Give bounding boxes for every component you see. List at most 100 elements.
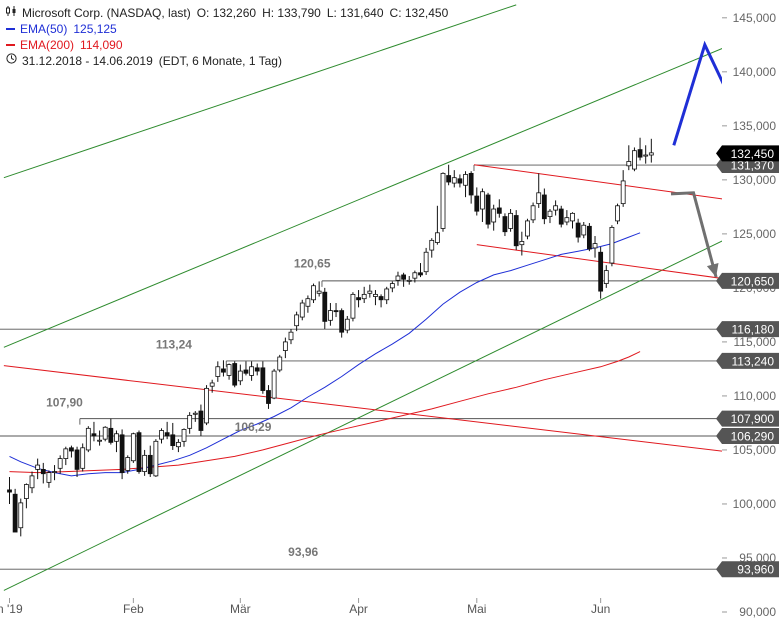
candle-body bbox=[271, 370, 277, 399]
candle-12 bbox=[74, 446, 80, 477]
candle-17 bbox=[102, 426, 108, 442]
candle-23 bbox=[136, 430, 142, 474]
candle-30 bbox=[175, 439, 181, 453]
candle-71 bbox=[406, 276, 412, 285]
ema200-value: 114,090 bbox=[80, 38, 123, 52]
candle-body bbox=[615, 205, 620, 222]
candle-body bbox=[69, 447, 74, 452]
last-price-tag-bg bbox=[716, 145, 779, 162]
candle-36 bbox=[209, 379, 215, 393]
candle-body bbox=[361, 293, 367, 300]
candle-body bbox=[322, 291, 328, 322]
candle-18 bbox=[108, 418, 114, 445]
candle-92 bbox=[525, 218, 530, 240]
level-tag-6-bg bbox=[716, 561, 779, 578]
candle-body bbox=[637, 149, 643, 158]
candle-body bbox=[339, 310, 345, 333]
level-tag-5-text: 106,290 bbox=[731, 430, 775, 444]
candle-body bbox=[434, 232, 440, 243]
level-annotation-3: 113,24 bbox=[156, 337, 192, 351]
candle-82 bbox=[468, 171, 474, 204]
forecast-path-0 bbox=[672, 40, 722, 146]
candle-14 bbox=[85, 426, 91, 453]
candle-body bbox=[457, 178, 463, 184]
candle-21 bbox=[125, 455, 131, 474]
candle-body bbox=[378, 296, 384, 301]
candle-body bbox=[586, 225, 592, 250]
level-tag-2-bg bbox=[716, 321, 779, 338]
candle-body bbox=[367, 290, 373, 294]
candle-91 bbox=[519, 231, 525, 256]
candle-110 bbox=[626, 145, 632, 171]
candle-38 bbox=[221, 360, 226, 377]
candle-body bbox=[198, 410, 204, 431]
candle-24 bbox=[142, 449, 148, 476]
candle-body bbox=[170, 434, 176, 447]
candle-body bbox=[35, 464, 41, 470]
candle-body bbox=[581, 224, 587, 236]
candle-1 bbox=[12, 488, 18, 533]
candle-body bbox=[395, 275, 401, 281]
candle-51 bbox=[294, 311, 300, 332]
candle-body bbox=[648, 152, 654, 156]
forecast-arrowhead-1 bbox=[706, 263, 719, 278]
candle-body bbox=[125, 457, 131, 471]
candle-78 bbox=[446, 164, 452, 186]
candle-85 bbox=[485, 192, 491, 229]
y-tick-label-3: 105,000 bbox=[733, 443, 777, 457]
candle-109 bbox=[620, 170, 626, 207]
candle-8 bbox=[52, 465, 57, 481]
candle-52 bbox=[299, 299, 305, 321]
candle-body bbox=[496, 207, 502, 214]
level-tag-4-text: 107,900 bbox=[731, 412, 775, 426]
candle-101 bbox=[575, 218, 581, 243]
candle-9 bbox=[57, 455, 63, 474]
forecast-path-1 bbox=[670, 191, 718, 278]
candle-31 bbox=[181, 428, 187, 447]
candle-89 bbox=[508, 209, 513, 232]
candle-body bbox=[57, 458, 63, 469]
candle-60 bbox=[344, 315, 350, 334]
candle-body bbox=[446, 175, 452, 183]
level-annotation-6: 93,96 bbox=[288, 545, 318, 559]
candle-body bbox=[80, 447, 86, 469]
y-tick-label-9: 135,000 bbox=[733, 119, 777, 133]
candle-body bbox=[305, 298, 311, 307]
y-tick-label-7: 125,000 bbox=[733, 227, 777, 241]
y-tick-label-4: 110,000 bbox=[734, 389, 777, 403]
trend-line-2 bbox=[3, 240, 722, 591]
y-tick-label-5: 115,000 bbox=[734, 335, 777, 349]
candle-body bbox=[85, 427, 91, 451]
last-price-tag: 132,450 bbox=[716, 145, 779, 162]
candle-body bbox=[412, 272, 418, 279]
y-tick-label-0: 90,000 bbox=[739, 605, 776, 619]
candle-body bbox=[288, 331, 294, 341]
candle-body bbox=[344, 318, 350, 331]
candle-46 bbox=[266, 385, 271, 409]
candle-body bbox=[541, 194, 547, 220]
candle-97 bbox=[553, 200, 559, 216]
candle-34 bbox=[198, 404, 204, 436]
candle-body bbox=[311, 285, 316, 301]
y-tick-label-8: 130,000 bbox=[733, 173, 777, 187]
candle-body bbox=[147, 454, 153, 475]
candle-33 bbox=[192, 411, 198, 422]
candle-body bbox=[480, 191, 485, 210]
candle-81 bbox=[463, 171, 468, 198]
x-tick-label-3: Apr bbox=[349, 602, 368, 616]
candle-111 bbox=[632, 147, 637, 172]
candle-39 bbox=[226, 363, 232, 380]
candle-77 bbox=[440, 172, 446, 232]
candle-body bbox=[159, 430, 164, 440]
candle-body bbox=[519, 241, 525, 246]
candle-75 bbox=[429, 238, 435, 258]
candle-body bbox=[232, 363, 238, 386]
candle-0 bbox=[7, 476, 12, 504]
y-tick-label-10: 140,000 bbox=[733, 65, 777, 79]
candle-body bbox=[108, 427, 114, 443]
candle-body bbox=[102, 426, 108, 440]
candle-body bbox=[266, 390, 271, 404]
candle-body bbox=[136, 432, 142, 472]
candle-58 bbox=[333, 303, 339, 318]
candle-72 bbox=[412, 270, 418, 283]
